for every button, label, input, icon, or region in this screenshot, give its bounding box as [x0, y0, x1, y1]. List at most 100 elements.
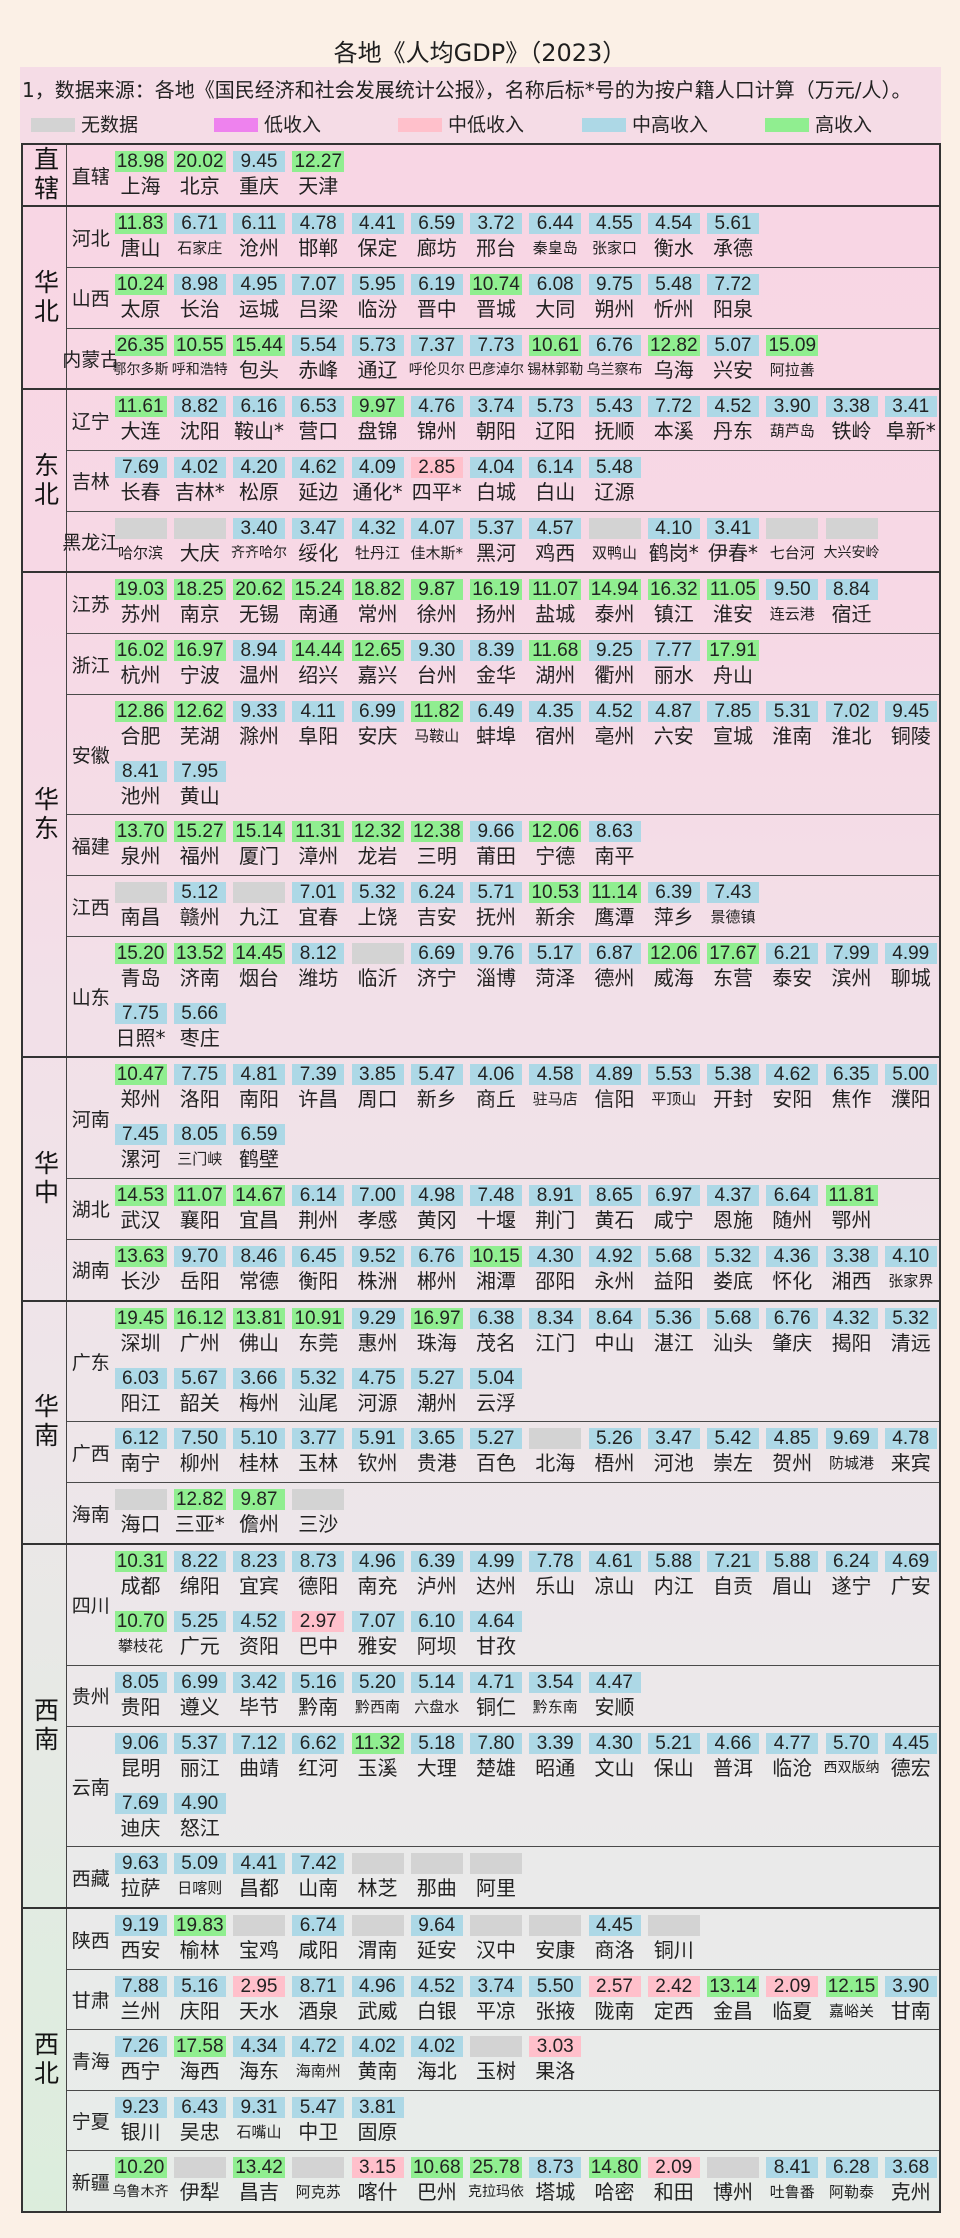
gdp-value-badge: 7.07 [351, 1610, 404, 1632]
city-name: 昌吉 [239, 2180, 279, 2205]
province-label: 河北 [71, 227, 110, 250]
gdp-value-badge: 6.87 [588, 942, 641, 964]
gdp-value-badge: 5.42 [707, 1428, 759, 1450]
gdp-value-badge: 10.61 [529, 334, 582, 356]
legend-swatch-high-income [765, 118, 809, 132]
city-name: 保山 [653, 1755, 694, 1780]
gdp-value-badge: 16.97 [173, 640, 226, 662]
province-label-cell: 浙江 [67, 634, 115, 694]
city-cell: 8.71 酒泉 [292, 1970, 345, 2030]
city-name: 黑河 [476, 540, 516, 565]
city-grid: 12.86 合肥 12.62 芜湖 9.33 滁州 4.11 阜阳 6.99 安庆 11.82 马鞍山… [114, 695, 937, 814]
city-name: 阿克苏 [295, 2183, 341, 2202]
gdp-value-badge: 7.43 [707, 882, 759, 904]
gdp-value-badge: 11.61 [114, 396, 167, 418]
city-cell: 9.50 连云港 [766, 573, 819, 633]
gdp-value-badge: 10.20 [114, 2157, 167, 2179]
city-name: 双鸭山 [591, 543, 637, 562]
gdp-value-badge: 14.94 [588, 579, 641, 601]
city-name: 唐山 [120, 236, 161, 261]
city-cell: 4.81 南阳 [233, 1058, 285, 1118]
city-cell: 4.07 佳木斯* [410, 512, 463, 572]
gdp-value-badge: 9.30 [410, 640, 463, 662]
province-row: 吉林 7.69 长春 4.02 吉林* 4.20 松原 4.62 延边 4.09 通化* 2.85 四平… [67, 450, 939, 511]
city-name: 滁州 [239, 723, 279, 748]
city-cell: 4.95 运城 [233, 268, 285, 328]
gdp-value-badge: 4.06 [470, 1064, 522, 1086]
gdp-value-badge: 4.62 [766, 1064, 819, 1086]
city-cell: 3.90 葫芦岛 [766, 390, 819, 450]
city-name: 邢台 [476, 236, 516, 261]
city-name: 南通 [298, 602, 339, 627]
city-name: 安庆 [357, 723, 398, 748]
gdp-value-badge: 8.41 [766, 2157, 819, 2179]
gdp-value-badge: 4.30 [588, 1732, 641, 1754]
gdp-value-badge: 6.43 [173, 2096, 226, 2118]
gdp-value-badge: 6.39 [647, 882, 700, 904]
city-name: 南昌 [120, 905, 161, 930]
city-cell: 5.71 抚州 [470, 876, 522, 936]
city-cell: 5.37 黑河 [470, 512, 522, 572]
city-cell: 4.30 邵阳 [529, 1240, 582, 1300]
city-cell: 5.12 赣州 [173, 876, 226, 936]
gdp-value-badge: 4.30 [529, 1245, 582, 1267]
gdp-value-badge: 4.95 [233, 274, 285, 296]
city-cell: 5.31 淮南 [766, 695, 819, 755]
city-name: 乐山 [535, 1574, 576, 1599]
city-grid: 南昌 5.12 赣州 九江 7.01 宜春 5.32 上饶 6.24 吉安 5.71 抚州 10.53 新… [114, 876, 937, 936]
region-column-background [23, 145, 67, 2211]
province-label-cell: 山西 [67, 268, 115, 328]
gdp-value-badge: 2.57 [588, 1975, 641, 1997]
city-cell: 5.32 汕尾 [292, 1362, 345, 1422]
city-cell: 6.28 阿勒泰 [825, 2151, 878, 2211]
city-name: 西双版纳 [823, 1759, 880, 1776]
city-cell: 渭南 [351, 1909, 404, 1969]
city-name: 开封 [713, 1087, 753, 1112]
city-cell: 2.95 天水 [233, 1970, 285, 2030]
city-cell: 5.21 保山 [647, 1727, 700, 1787]
city-name: 果洛 [535, 2059, 576, 2084]
gdp-value-badge: 7.39 [292, 1064, 345, 1086]
gdp-value-badge: 13.52 [173, 942, 226, 964]
no-data-badge [173, 2157, 226, 2179]
province-row: 山西 10.24 太原 8.98 长治 4.95 运城 7.07 吕梁 5.95 临汾 6.19 晋中 1… [67, 267, 939, 328]
city-cell: 4.58 驻马店 [529, 1058, 582, 1118]
province-label-cell: 贵州 [67, 1666, 115, 1726]
city-name: 珠海 [416, 1330, 457, 1355]
city-name: 晋中 [416, 297, 457, 322]
gdp-value-badge: 4.02 [351, 2036, 404, 2058]
city-cell: 汉中 [470, 1909, 522, 1969]
gdp-value-badge: 6.53 [292, 396, 345, 418]
gdp-value-badge: 6.14 [292, 1185, 345, 1207]
gdp-value-badge: 3.85 [351, 1064, 404, 1086]
city-cell: 3.65 贵港 [410, 1422, 463, 1482]
city-name: 白银 [416, 1998, 457, 2023]
gdp-value-badge: 15.44 [233, 334, 285, 356]
gdp-value-badge: 5.48 [647, 274, 700, 296]
gdp-value-badge: 19.83 [173, 1915, 226, 1937]
city-name: 孝感 [357, 1208, 398, 1233]
no-data-badge [173, 517, 226, 539]
city-name: 商丘 [476, 1087, 516, 1112]
city-cell: 4.75 河源 [351, 1362, 404, 1422]
city-cell: 4.98 黄冈 [410, 1179, 463, 1239]
city-name: 襄阳 [179, 1208, 220, 1233]
city-name: 阜阳 [298, 723, 339, 748]
province-list: 广东 19.45 深圳 16.12 广州 13.81 佛山 10.91 东莞 9.29 惠州 16.9… [67, 1302, 939, 1543]
city-name: 防城港 [828, 1454, 874, 1473]
city-name: 蚌埠 [476, 723, 516, 748]
gdp-value-badge: 5.68 [647, 1245, 700, 1267]
gdp-value-badge: 9.66 [470, 821, 522, 843]
city-name: 玉树 [476, 2059, 516, 2084]
province-row: 湖南 13.63 长沙 9.70 岳阳 8.46 常德 6.45 衡阳 9.52 株洲 6.76 郴州 1… [67, 1238, 939, 1300]
city-cell: 5.16 庆阳 [173, 1970, 226, 2030]
city-cell: 17.91 舟山 [707, 634, 759, 694]
province-label: 黑龙江 [62, 532, 120, 555]
city-cell: 6.14 荆州 [292, 1179, 345, 1239]
city-cell: 4.02 黄南 [351, 2030, 404, 2090]
city-name: 铁岭 [831, 419, 872, 444]
city-name: 辽源 [594, 480, 635, 505]
province-label-cell: 云南 [67, 1727, 115, 1847]
gdp-value-badge: 12.15 [825, 1975, 878, 1997]
city-name: 兰州 [120, 1998, 161, 2023]
